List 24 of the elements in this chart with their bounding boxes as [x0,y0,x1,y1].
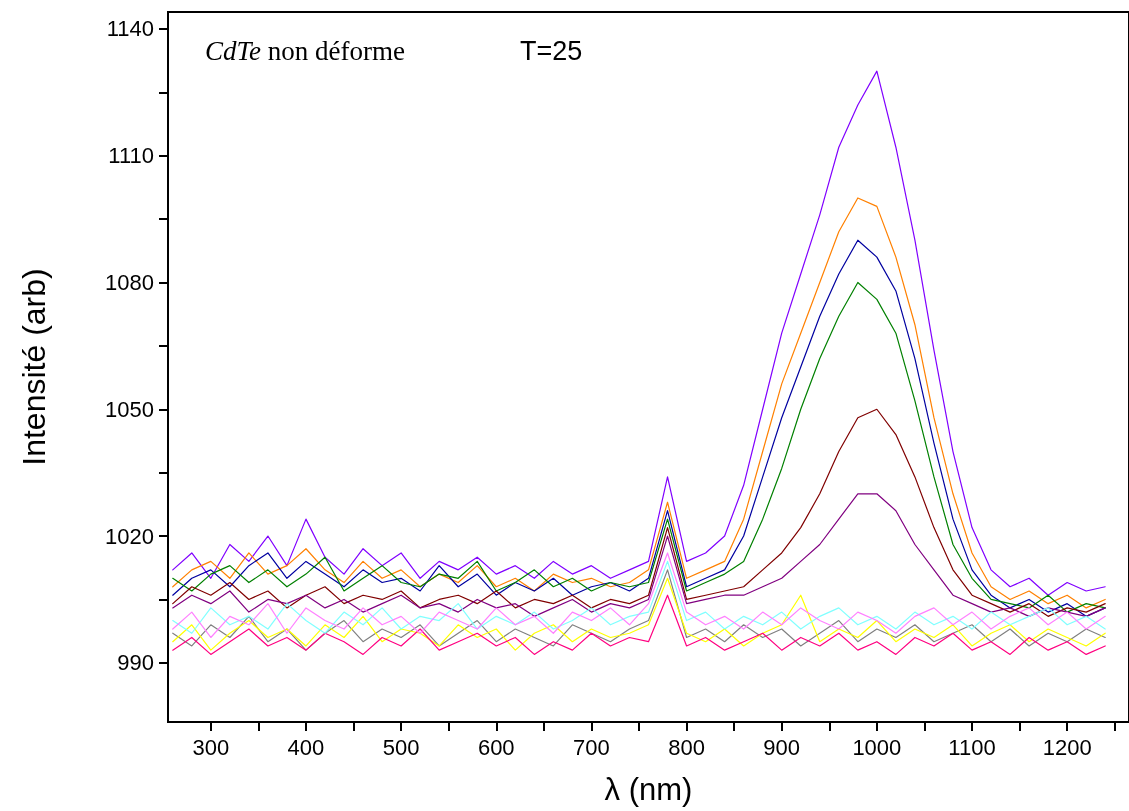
x-axis-title: λ (nm) [604,772,693,807]
x-tick-label: 1200 [1042,734,1092,760]
line-series [172,70,1106,596]
line-series [172,493,1106,617]
line-series [172,594,1106,655]
x-tick-label: 800 [668,734,705,760]
y-tick-label: 1110 [108,143,154,169]
annotation: T=25 [520,35,583,66]
y-tick-label: 1140 [106,16,154,42]
y-tick-label: 1080 [105,269,154,295]
y-tick-label: 1020 [105,523,154,549]
annotation: CdTe non déforme [205,35,405,66]
x-tick-label: 1000 [852,734,902,760]
x-tick-label: 900 [763,734,801,760]
x-tick-label: 600 [477,734,515,760]
x-tick-label: 1100 [948,734,996,760]
x-tick-label: 300 [192,734,230,760]
line-series [172,408,1106,617]
x-tick-label: 700 [573,734,610,760]
y-tick-label: 1050 [105,396,154,422]
y-tick-label: 990 [117,650,154,676]
x-tick-label: 400 [287,734,325,760]
y-axis-title: Intensité (arb) [16,268,52,466]
x-tick-label: 500 [382,734,420,760]
